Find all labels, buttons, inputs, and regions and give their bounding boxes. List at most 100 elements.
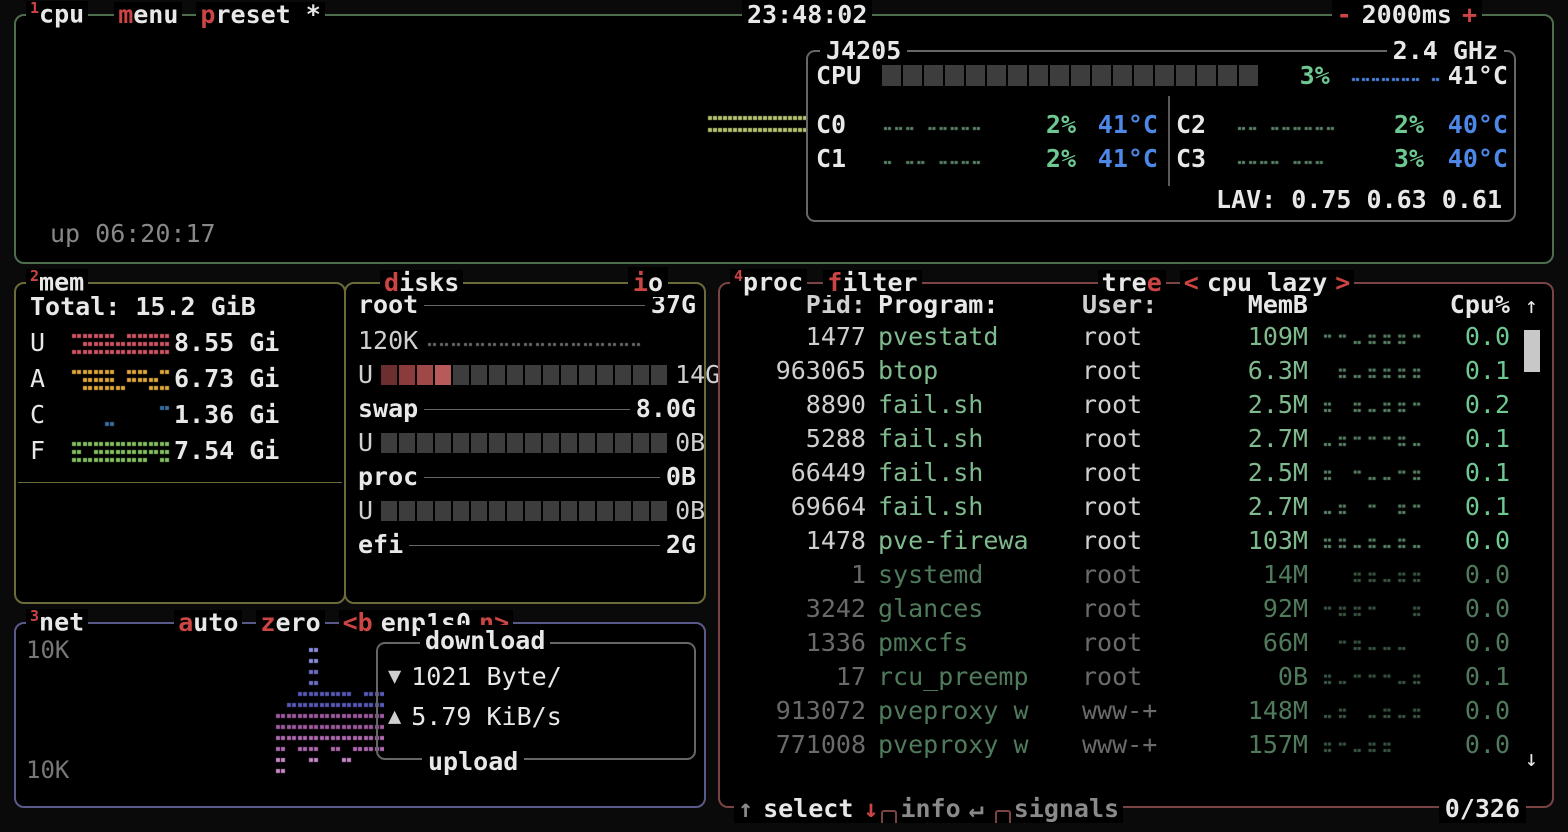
scroll-down-icon[interactable]: ↓ bbox=[1524, 747, 1538, 772]
core-graph-c2 bbox=[1234, 111, 1344, 137]
signals-label[interactable]: signals bbox=[1013, 793, 1120, 823]
table-row[interactable]: 1 systemd root 14M 0.0 bbox=[728, 562, 1540, 587]
preset-button[interactable]: preset * bbox=[196, 0, 325, 29]
sort-prev-button[interactable]: < bbox=[1183, 267, 1199, 297]
cell-user: root bbox=[1082, 458, 1143, 487]
disk-bar-block bbox=[525, 364, 542, 385]
disk-bar-block bbox=[543, 364, 560, 385]
cpu-detail-box: J4205 2.4 GHz CPU 3% 41°C C0 2% 41°C C2 … bbox=[806, 35, 1516, 222]
table-row[interactable]: 1477 pvestatd root 109M 0.0 bbox=[728, 324, 1540, 349]
mem-value-used: 8.55 Gi bbox=[174, 328, 280, 357]
cpu-meter-block bbox=[1028, 64, 1048, 86]
disk-free-proc: 0B bbox=[675, 496, 706, 525]
table-row[interactable]: 66449 fail.sh root 2.5M 0.1 bbox=[728, 460, 1540, 485]
table-row[interactable]: 963065 btop root 6.3M 0.1 bbox=[728, 358, 1540, 383]
scroll-up-icon[interactable]: ↑ bbox=[1524, 294, 1538, 319]
net-tab-number: 3 bbox=[30, 607, 40, 626]
net-tab[interactable]: 3net bbox=[26, 607, 89, 637]
disk-bar-block bbox=[399, 364, 416, 385]
net-upload-label: upload bbox=[422, 747, 525, 776]
scrollbar-thumb[interactable] bbox=[1524, 330, 1540, 372]
disk-size-proc: 0B bbox=[665, 462, 696, 491]
header-program[interactable]: Program: bbox=[878, 290, 999, 319]
cell-program: glances bbox=[878, 594, 984, 623]
table-row[interactable]: 1336 pmxcfs root 66M 0.0 bbox=[728, 630, 1540, 655]
core-temp-c1: 41°C bbox=[1097, 143, 1158, 173]
header-mem[interactable]: MemB bbox=[1247, 290, 1308, 319]
proc-sort-selector[interactable]: < cpu lazy > bbox=[1179, 267, 1355, 297]
table-row[interactable]: 1478 pve-firewa root 103M 0.0 bbox=[728, 528, 1540, 553]
table-row[interactable]: 5288 fail.sh root 2.7M 0.1 bbox=[728, 426, 1540, 451]
proc-tab[interactable]: 4proc bbox=[730, 267, 808, 297]
disk-bar-block bbox=[615, 432, 632, 453]
interval-decrease-button[interactable]: - bbox=[1336, 0, 1352, 29]
disk-free-swap: 0B bbox=[675, 428, 706, 457]
disk-bar-block bbox=[417, 364, 434, 385]
interval-increase-button[interactable]: + bbox=[1461, 0, 1477, 29]
cell-user: root bbox=[1082, 628, 1143, 657]
preset-label-rest: reset bbox=[215, 0, 291, 29]
disk-bar-block bbox=[489, 364, 506, 385]
disk-bar-block bbox=[471, 500, 488, 521]
core-percent-c3: 3% bbox=[1393, 143, 1424, 173]
table-row[interactable]: 17 rcu_preemp root 0B 0.1 bbox=[728, 664, 1540, 689]
cpu-total-temp-graph bbox=[1347, 62, 1448, 88]
disk-io-value-root: 120K bbox=[358, 326, 419, 355]
net-tab-label: net bbox=[39, 607, 85, 637]
cpu-meter-block bbox=[902, 64, 922, 86]
cpu-meter-block bbox=[1112, 64, 1132, 86]
cell-cpu: 0.0 bbox=[1464, 628, 1510, 657]
cell-mem-graph bbox=[1308, 392, 1436, 417]
info-label[interactable]: info bbox=[900, 793, 961, 823]
table-row[interactable]: 771008 pveproxy w www-+ 157M 0.0 bbox=[728, 732, 1540, 757]
cell-mem: 2.7M bbox=[1247, 424, 1308, 453]
header-pid[interactable]: Pid: bbox=[805, 290, 866, 319]
table-row[interactable]: 3242 glances root 92M 0.0 bbox=[728, 596, 1540, 621]
iface-prev-button[interactable]: <b bbox=[342, 607, 373, 637]
disk-bar-block bbox=[597, 364, 614, 385]
header-user[interactable]: User: bbox=[1082, 290, 1158, 319]
cpu-meter-block bbox=[965, 64, 985, 86]
disk-name-swap: swap bbox=[358, 394, 419, 423]
cell-pid: 69664 bbox=[790, 492, 866, 521]
menu-hotkey: m bbox=[118, 0, 134, 29]
cell-cpu: 0.0 bbox=[1464, 594, 1510, 623]
disk-bar-block bbox=[381, 500, 398, 521]
cpu-tab[interactable]: 1cpu bbox=[26, 1, 89, 27]
net-zero-button[interactable]: zero bbox=[256, 609, 325, 635]
cell-user: www-+ bbox=[1082, 696, 1158, 725]
cell-program: pmxcfs bbox=[878, 628, 969, 657]
disks-tab[interactable]: disks bbox=[380, 269, 464, 295]
net-panel: 3net auto zero <b enp1s0 n> 10K 10K downlo… bbox=[14, 609, 706, 808]
net-auto-button[interactable]: auto bbox=[174, 609, 243, 635]
select-down-arrow-icon[interactable]: ↓ bbox=[863, 793, 879, 823]
proc-tree-button[interactable]: tree bbox=[1097, 267, 1166, 297]
cell-cpu: 0.0 bbox=[1464, 526, 1510, 555]
disk-bar-block bbox=[471, 432, 488, 453]
cell-user: root bbox=[1082, 594, 1143, 623]
header-cpu[interactable]: Cpu% bbox=[1449, 290, 1510, 319]
proc-tab-label: proc bbox=[743, 267, 804, 297]
table-row[interactable]: 913072 pveproxy w www-+ 148M 0.0 bbox=[728, 698, 1540, 723]
proc-panel: 4proc filter tree < cpu lazy > Pid: Progra… bbox=[718, 269, 1554, 823]
disk-bar-block bbox=[615, 500, 632, 521]
cpu-meter-block bbox=[1049, 64, 1069, 86]
select-up-arrow-icon[interactable]: ↑ bbox=[738, 793, 754, 823]
download-arrow-icon: ▼ bbox=[388, 664, 402, 689]
table-row[interactable]: 69664 fail.sh root 2.7M 0.1 bbox=[728, 494, 1540, 519]
disk-name-root: root bbox=[358, 290, 419, 319]
cell-pid: 771008 bbox=[775, 730, 866, 759]
table-row[interactable]: 8890 fail.sh root 2.5M 0.2 bbox=[728, 392, 1540, 417]
tree-label-start: tre bbox=[1101, 267, 1147, 297]
proc-filter-button[interactable]: filter bbox=[823, 269, 922, 295]
sort-next-button[interactable]: > bbox=[1335, 267, 1351, 297]
cell-cpu: 0.0 bbox=[1464, 322, 1510, 351]
cpu-total-label: CPU bbox=[816, 60, 862, 90]
cell-user: root bbox=[1082, 492, 1143, 521]
mem-tab[interactable]: 2mem bbox=[26, 269, 89, 295]
menu-button[interactable]: menu bbox=[114, 0, 183, 29]
disk-entry-efi-name: efi 2G bbox=[358, 530, 696, 559]
disk-entry-swap-name: swap 8.0G bbox=[358, 394, 696, 423]
